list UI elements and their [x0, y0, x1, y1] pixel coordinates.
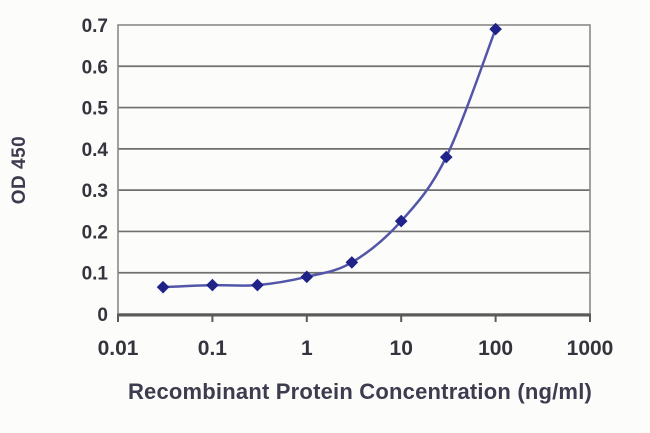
data-point-marker	[156, 280, 170, 294]
y-tick-label: 0.6	[82, 57, 108, 78]
y-tick-label: 0	[97, 305, 108, 326]
gridlines	[117, 24, 591, 317]
data-point-marker	[439, 150, 453, 164]
x-tick-label: 10	[390, 337, 413, 360]
axis-ticks	[117, 315, 591, 322]
y-axis-title: OD 450	[9, 136, 30, 204]
tick-labels: 0 0.1 0.2 0.3 0.4 0.5 0.6 0.7 0.01 0.1 1 10 100 1000	[82, 16, 614, 360]
plot-border	[117, 24, 591, 315]
x-tick-label: 1	[301, 337, 313, 360]
x-tick-label: 100	[478, 337, 513, 360]
y-tick-label: 0.5	[82, 99, 109, 120]
data-point-marker	[394, 214, 408, 228]
y-tick-label: 0.1	[82, 264, 109, 285]
data-series	[156, 22, 502, 294]
y-tick-label: 0.2	[82, 222, 108, 243]
data-point-marker	[251, 278, 264, 292]
y-tick-label: 0.4	[82, 140, 109, 161]
data-point-marker	[206, 278, 219, 292]
x-tick-label: 0.01	[98, 337, 139, 360]
x-axis-title: Recombinant Protein Concentration (ng/ml…	[128, 379, 592, 404]
y-tick-label: 0.7	[82, 16, 108, 37]
x-tick-label: 1000	[567, 337, 614, 360]
y-tick-label: 0.3	[82, 181, 108, 202]
data-point-marker	[345, 256, 359, 269]
data-point-marker	[300, 270, 314, 284]
x-tick-label: 0.1	[198, 337, 228, 360]
data-point-marker	[489, 22, 502, 36]
